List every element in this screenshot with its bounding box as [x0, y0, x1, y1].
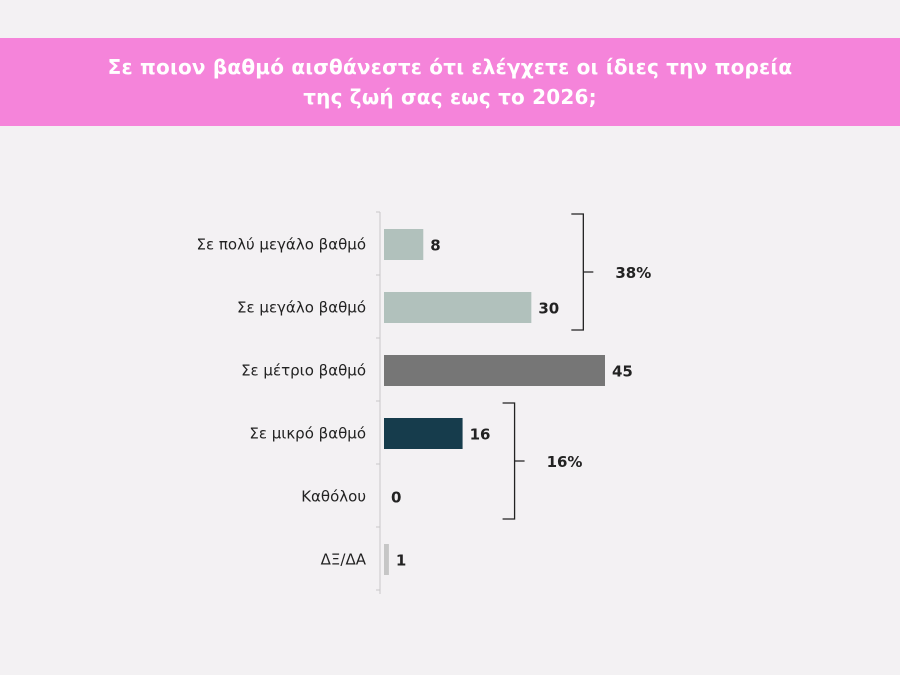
data-label: 8 [430, 237, 440, 255]
bar [384, 229, 424, 260]
chart-title-line-2: της ζωή σας εως το 2026; [303, 85, 597, 109]
data-label: 45 [612, 363, 633, 381]
category-label: Σε πολύ μεγάλο βαθμό [197, 236, 366, 254]
category-label: Σε μεγάλο βαθμό [237, 299, 366, 317]
data-label: 30 [538, 300, 559, 318]
group-total-label: 16% [547, 453, 583, 471]
bar [384, 292, 532, 323]
category-label: Σε μικρό βαθμό [249, 425, 366, 443]
group-bracket [571, 213, 594, 331]
chart-title-banner: Σε ποιον βαθμό αισθάνεστε ότι ελέγχετε ο… [0, 38, 900, 126]
category-label: ΔΞ/ΔΑ [321, 551, 367, 569]
chart-title-line-1: Σε ποιον βαθμό αισθάνεστε ότι ελέγχετε ο… [107, 55, 793, 79]
category-label: Καθόλου [301, 488, 366, 506]
data-label: 16 [470, 426, 491, 444]
group-total-label: 38% [615, 264, 651, 282]
bar [384, 355, 605, 386]
data-label: 0 [391, 489, 401, 507]
group-bracket [502, 402, 525, 520]
data-label: 1 [396, 552, 406, 570]
bar [384, 544, 389, 575]
bar [384, 418, 463, 449]
category-label: Σε μέτριο βαθμό [241, 362, 366, 380]
